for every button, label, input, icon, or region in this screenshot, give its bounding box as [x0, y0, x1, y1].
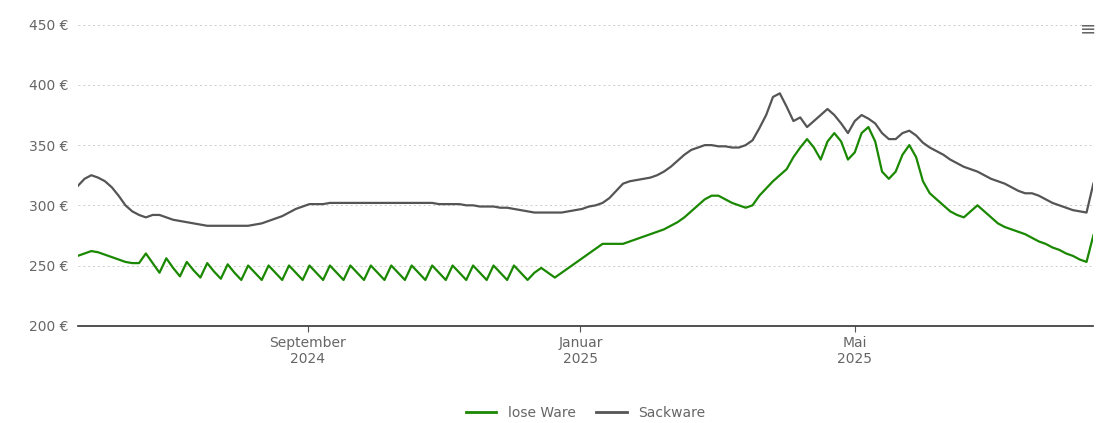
Text: ≡: ≡ — [1080, 19, 1097, 38]
Legend: lose Ware, Sackware: lose Ware, Sackware — [461, 400, 710, 423]
